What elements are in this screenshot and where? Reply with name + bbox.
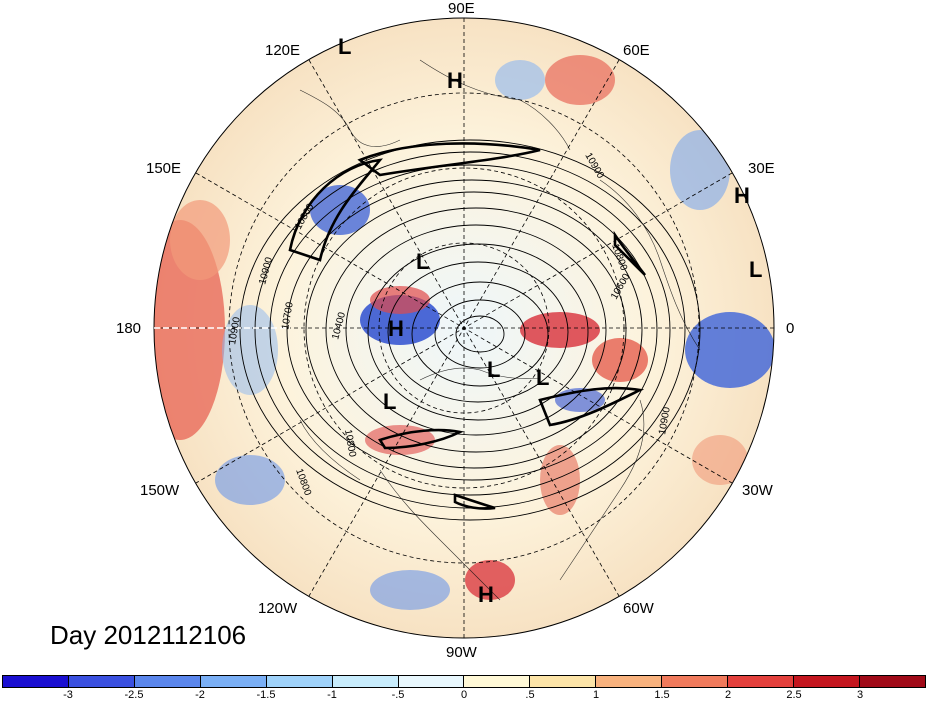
colorbar-segment bbox=[134, 676, 201, 687]
colorbar-tick-label: -1.5 bbox=[256, 689, 276, 701]
colorbar-tick-label: .5 bbox=[525, 689, 535, 701]
lon-label-30w: 30W bbox=[742, 482, 773, 499]
colorbar-tick-label: 3 bbox=[856, 689, 864, 701]
colorbar-segment bbox=[794, 676, 860, 687]
high-center: H bbox=[478, 582, 494, 607]
colorbar-tick-label: -2.5 bbox=[124, 689, 144, 701]
colorbar-segment bbox=[464, 676, 531, 687]
colorbar bbox=[2, 675, 926, 688]
colorbar-tick-label: -3 bbox=[63, 689, 73, 701]
lon-label-150w: 150W bbox=[140, 482, 180, 499]
colorbar-segment bbox=[728, 676, 795, 687]
lon-label-120w: 120W bbox=[258, 600, 298, 617]
date-title: Day 2012112106 bbox=[50, 620, 247, 650]
colorbar-tick-label: -2 bbox=[195, 689, 205, 701]
colorbar-tick-label: 0 bbox=[460, 689, 468, 701]
contour-label: 10700 bbox=[280, 301, 296, 331]
contour-label: 10900 bbox=[657, 406, 673, 436]
lon-label-30e: 30E bbox=[748, 160, 775, 177]
low-center: L bbox=[416, 249, 430, 274]
contour-label: 10800 bbox=[342, 429, 358, 459]
colorbar-segment bbox=[662, 676, 729, 687]
colorbar-segment bbox=[398, 676, 465, 687]
colorbar-segment bbox=[859, 676, 925, 687]
colorbar-segment bbox=[3, 676, 69, 687]
colorbar-segment bbox=[68, 676, 135, 687]
colorbar-segment bbox=[332, 676, 399, 687]
colorbar-segment bbox=[596, 676, 663, 687]
colorbar-segment bbox=[200, 676, 267, 687]
colorbar-tick-label: 2.5 bbox=[786, 689, 802, 701]
jet-contours bbox=[288, 142, 647, 510]
colorbar-tick-label: 2 bbox=[724, 689, 732, 701]
low-center: L bbox=[536, 365, 550, 390]
colorbar-tick-label: 1.5 bbox=[654, 689, 670, 701]
lon-label-90e: 90E bbox=[448, 0, 475, 17]
high-center: H bbox=[447, 68, 463, 93]
low-center: L bbox=[749, 257, 763, 282]
lon-label-120e: 120E bbox=[265, 42, 301, 59]
lon-label-0: 0 bbox=[786, 320, 795, 337]
lon-label-150e: 150E bbox=[146, 160, 182, 177]
colorbar-tick-label: 1 bbox=[592, 689, 600, 701]
lon-label-60e: 60E bbox=[623, 42, 650, 59]
high-center: H bbox=[388, 316, 404, 341]
high-center: H bbox=[734, 183, 750, 208]
low-center: L bbox=[487, 357, 501, 382]
colorbar-segment bbox=[530, 676, 597, 687]
colorbar-tick-label: -.5 bbox=[391, 689, 405, 701]
lon-label-180: 180 bbox=[116, 320, 142, 337]
low-center: L bbox=[338, 34, 352, 59]
colorbar-tick-label: -1 bbox=[327, 689, 337, 701]
coastlines bbox=[299, 59, 701, 601]
lon-label-90w: 90W bbox=[446, 644, 477, 661]
low-center: L bbox=[383, 389, 397, 414]
contour-label: 10900 bbox=[227, 316, 243, 346]
lon-label-60w: 60W bbox=[623, 600, 654, 617]
height-contours bbox=[239, 139, 701, 521]
colorbar-segment bbox=[266, 676, 333, 687]
